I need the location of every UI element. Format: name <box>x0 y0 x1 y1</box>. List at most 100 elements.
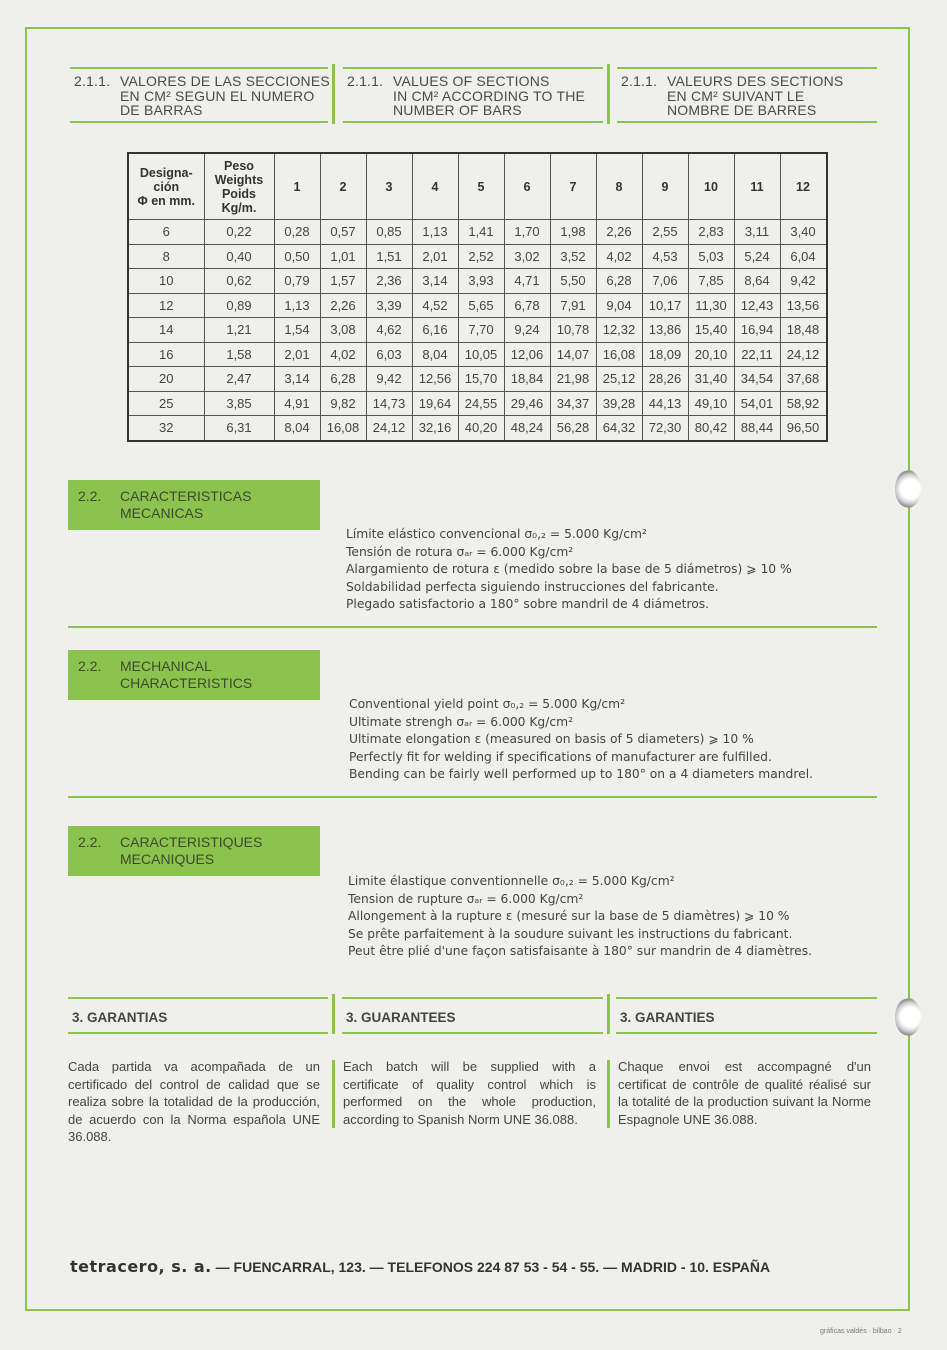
company-logo: tetracero, s. a. <box>70 1257 212 1276</box>
section-cell: 3,11 <box>733 219 781 245</box>
property-line: Bending can be fairly well performed up … <box>349 767 814 781</box>
section-cell: 16,08 <box>319 415 367 441</box>
section-cell: 18,48 <box>779 317 827 343</box>
section-cell: 3,40 <box>779 219 827 245</box>
section-cell: 3,52 <box>549 243 597 269</box>
section-cell: 4,52 <box>411 292 459 318</box>
header-bars-5: 5 <box>457 152 505 220</box>
section-cell: 9,42 <box>779 268 827 294</box>
header-bars-7: 7 <box>549 152 597 220</box>
section-cell: 56,28 <box>549 415 597 441</box>
section-cell: 1,54 <box>273 317 321 343</box>
section-cell: 80,42 <box>687 415 735 441</box>
page-border <box>25 27 910 1311</box>
section-cell: 39,28 <box>595 390 643 416</box>
weight-cell: 1,58 <box>203 341 275 367</box>
section-number: 2.1.1. <box>74 73 111 89</box>
section-number: 2.2. <box>78 488 102 504</box>
section-number: 2.1.1. <box>621 73 658 89</box>
bar-sections-table: Designa- ción Φ en mm. Peso Weights Poids… <box>127 152 828 442</box>
mechanical-heading-es: 2.2. CARACTERISTICAS MECANICAS <box>68 480 320 530</box>
section-cell: 1,57 <box>319 268 367 294</box>
weight-cell: 2,47 <box>203 366 275 392</box>
column-divider <box>332 1060 335 1128</box>
section-cell: 5,65 <box>457 292 505 318</box>
section-cell: 54,01 <box>733 390 781 416</box>
diameter-cell: 6 <box>127 219 205 245</box>
section-cell: 9,24 <box>503 317 551 343</box>
table-row: 12 0,89 1,13 2,26 3,39 4,52 5,65 6,78 7,91 9,04 10… <box>127 292 827 318</box>
column-divider <box>332 64 335 124</box>
section-cell: 20,10 <box>687 341 735 367</box>
guarantees-text-fr: Chaque envoi est accompagné d'un certifi… <box>618 1059 871 1127</box>
guarantees-heading-es: 3. GARANTIAS <box>68 997 328 1034</box>
property-line: Tensión de rotura σₐᵣ = 6.000 Kg/cm² <box>346 544 574 559</box>
mechanical-heading-en: 2.2. MECHANICAL CHARACTERISTICS <box>68 650 320 700</box>
header-bars-9: 9 <box>641 152 689 220</box>
section-cell: 10,17 <box>641 292 689 318</box>
section-heading-es: 2.1.1. VALORES DE LAS SECCIONES EN CM² S… <box>70 67 330 123</box>
weight-cell: 0,22 <box>203 219 275 245</box>
section-cell: 2,83 <box>687 219 735 245</box>
printer-credit: gráficas valdés · bilbao · 2 <box>820 1328 902 1335</box>
section-cell: 15,70 <box>457 366 505 392</box>
diameter-cell: 14 <box>127 317 205 343</box>
section-cell: 7,85 <box>687 268 735 294</box>
section-cell: 13,86 <box>641 317 689 343</box>
section-title: VALUES OF SECTIONS IN CM² ACCORDING TO T… <box>393 73 586 118</box>
section-cell: 11,30 <box>687 292 735 318</box>
header-bars-1: 1 <box>273 152 321 220</box>
section-cell: 3,14 <box>273 366 321 392</box>
property-line: Ultimate strengh σₐᵣ = 6.000 Kg/cm² <box>349 714 574 729</box>
section-cell: 4,71 <box>503 268 551 294</box>
section-cell: 2,52 <box>457 243 505 269</box>
diameter-cell: 32 <box>127 415 205 441</box>
weight-cell: 1,21 <box>203 317 275 343</box>
section-cell: 49,10 <box>687 390 735 416</box>
punch-hole <box>895 470 921 508</box>
property-line: Peut être plié d'une façon satisfaisante… <box>348 944 813 958</box>
section-cell: 40,20 <box>457 415 505 441</box>
diameter-cell: 10 <box>127 268 205 294</box>
section-cell: 0,50 <box>273 243 321 269</box>
property-line: Perfectly fit for welding if specificati… <box>349 749 772 764</box>
section-cell: 0,79 <box>273 268 321 294</box>
section-cell: 6,03 <box>365 341 413 367</box>
section-cell: 34,54 <box>733 366 781 392</box>
heading-text: 3. GARANTIES <box>620 1010 715 1025</box>
section-cell: 25,12 <box>595 366 643 392</box>
table-row: 25 3,85 4,91 9,82 14,73 19,64 24,55 29,46 34,37 3… <box>127 390 827 416</box>
mechanical-properties-fr: Limite élastique conventionnelle σ₀,₂ = … <box>348 873 812 961</box>
column-divider <box>607 64 610 124</box>
section-cell: 9,04 <box>595 292 643 318</box>
section-title: MECHANICAL CHARACTERISTICS <box>120 658 253 691</box>
section-cell: 14,73 <box>365 390 413 416</box>
section-number: 2.1.1. <box>347 73 384 89</box>
section-cell: 9,42 <box>365 366 413 392</box>
section-cell: 3,93 <box>457 268 505 294</box>
section-cell: 4,02 <box>319 341 367 367</box>
section-cell: 10,78 <box>549 317 597 343</box>
section-cell: 5,03 <box>687 243 735 269</box>
section-cell: 6,04 <box>779 243 827 269</box>
section-cell: 8,04 <box>273 415 321 441</box>
section-number: 2.2. <box>78 834 102 850</box>
section-cell: 3,14 <box>411 268 459 294</box>
section-cell: 22,11 <box>733 341 781 367</box>
header-bars-2: 2 <box>319 152 367 220</box>
company-address: — FUENCARRAL, 123. — TELEFONOS 224 87 53… <box>211 1259 771 1275</box>
section-cell: 0,85 <box>365 219 413 245</box>
section-cell: 96,50 <box>779 415 827 441</box>
section-title: VALORES DE LAS SECCIONES EN CM² SEGUN EL… <box>120 73 330 118</box>
section-cell: 1,51 <box>365 243 413 269</box>
section-cell: 15,40 <box>687 317 735 343</box>
section-cell: 2,26 <box>595 219 643 245</box>
section-cell: 44,13 <box>641 390 689 416</box>
section-cell: 1,70 <box>503 219 551 245</box>
section-cell: 2,55 <box>641 219 689 245</box>
section-cell: 12,56 <box>411 366 459 392</box>
guarantees-heading-en: 3. GUARANTEES <box>342 997 603 1034</box>
header-bars-10: 10 <box>687 152 735 220</box>
section-cell: 18,09 <box>641 341 689 367</box>
section-cell: 8,04 <box>411 341 459 367</box>
